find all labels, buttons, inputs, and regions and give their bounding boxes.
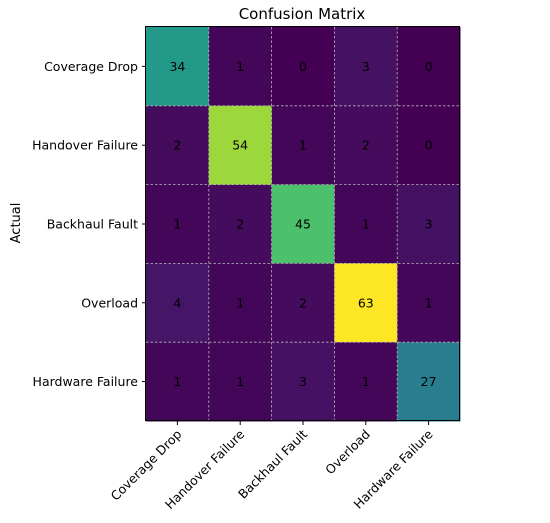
heatmap-cell-r1-c1	[208, 105, 273, 186]
heatmap-cell-r1-c4	[397, 105, 461, 186]
heatmap-cell-r0-c4	[397, 27, 461, 107]
heatmap-cell-r1-c3	[334, 105, 398, 186]
y-tick-label-2: Backhaul Fault	[47, 217, 138, 232]
heatmap-cell-r2-c1	[208, 184, 273, 264]
heatmap-cell-r2-c4	[397, 184, 461, 264]
heatmap-cell-r3-c3	[334, 263, 398, 343]
heatmap-cell-r4-c3	[334, 342, 398, 422]
cell-value-r0-c4: 0	[425, 59, 433, 74]
cell-value-r2-c3: 1	[362, 217, 370, 232]
y-axis-label: Actual	[9, 203, 24, 244]
cell-value-r3-c4: 1	[425, 295, 433, 310]
heatmap-cell-r2-c3	[334, 184, 398, 264]
heatmap-cell-r0-c1	[208, 27, 273, 107]
cell-value-r3-c1: 1	[236, 295, 244, 310]
y-tick-label-4: Hardware Failure	[33, 374, 139, 389]
cell-value-r0-c1: 1	[236, 59, 244, 74]
heatmap-cell-r3-c4	[397, 263, 461, 343]
heatmap-cell-r4-c0	[146, 342, 210, 422]
heatmap-gridlines	[146, 27, 460, 421]
cell-value-r4-c3: 1	[362, 374, 370, 389]
cell-value-r2-c4: 3	[425, 217, 433, 232]
cell-value-r4-c0: 1	[173, 374, 181, 389]
cell-value-r2-c2: 45	[295, 217, 311, 232]
cell-value-r0-c2: 0	[299, 59, 307, 74]
heatmap-cell-r4-c1	[208, 342, 273, 422]
y-tick-label-1: Handover Failure	[32, 138, 138, 153]
heatmap-cell-r2-c2	[271, 184, 335, 264]
cell-value-r2-c1: 2	[236, 217, 244, 232]
heatmap-cell-r2-c0	[146, 184, 210, 264]
heatmap-cell-r0-c3	[334, 27, 398, 107]
cell-value-r3-c2: 2	[299, 295, 307, 310]
cell-value-r0-c3: 3	[362, 59, 370, 74]
chart-title: Confusion Matrix	[239, 5, 366, 23]
heatmap-cell-r3-c0	[146, 263, 210, 343]
cell-value-r1-c3: 2	[362, 138, 370, 153]
cell-value-r4-c1: 1	[236, 374, 244, 389]
heatmap-cell-r3-c1	[208, 263, 273, 343]
cell-value-r4-c2: 3	[299, 374, 307, 389]
y-tick-label-0: Coverage Drop	[44, 59, 138, 74]
heatmap-cell-r1-c2	[271, 105, 335, 186]
cell-value-r1-c2: 1	[299, 138, 307, 153]
heatmap-cell-r0-c0	[146, 27, 210, 107]
cell-value-r3-c0: 4	[173, 295, 181, 310]
cell-value-r3-c3: 63	[358, 295, 374, 310]
y-axis-ticks: Coverage Drop Handover Failure Backhaul Fa…	[32, 59, 146, 389]
cell-value-r1-c4: 0	[425, 138, 433, 153]
cell-value-r4-c4: 27	[421, 374, 437, 389]
cell-value-r1-c1: 54	[232, 138, 248, 153]
cell-value-r2-c0: 1	[173, 217, 181, 232]
y-tick-label-3: Overload	[81, 295, 138, 310]
heatmap-cells	[146, 27, 461, 422]
heatmap-cell-r0-c2	[271, 27, 335, 107]
x-tick-label-3: Overload	[322, 427, 373, 478]
heatmap-cell-r4-c4	[397, 342, 461, 422]
heatmap-cell-r1-c0	[146, 105, 210, 186]
heatmap-cell-r3-c2	[271, 263, 335, 343]
cell-value-r1-c0: 2	[173, 138, 181, 153]
heatmap-cell-r4-c2	[271, 342, 335, 422]
heatmap-cell-labels: 34 1 0 3 02 54 1 2 01 2 45 1 34 1 2 63 11 1 3 1 27	[169, 59, 436, 389]
cell-value-r0-c0: 34	[169, 59, 185, 74]
